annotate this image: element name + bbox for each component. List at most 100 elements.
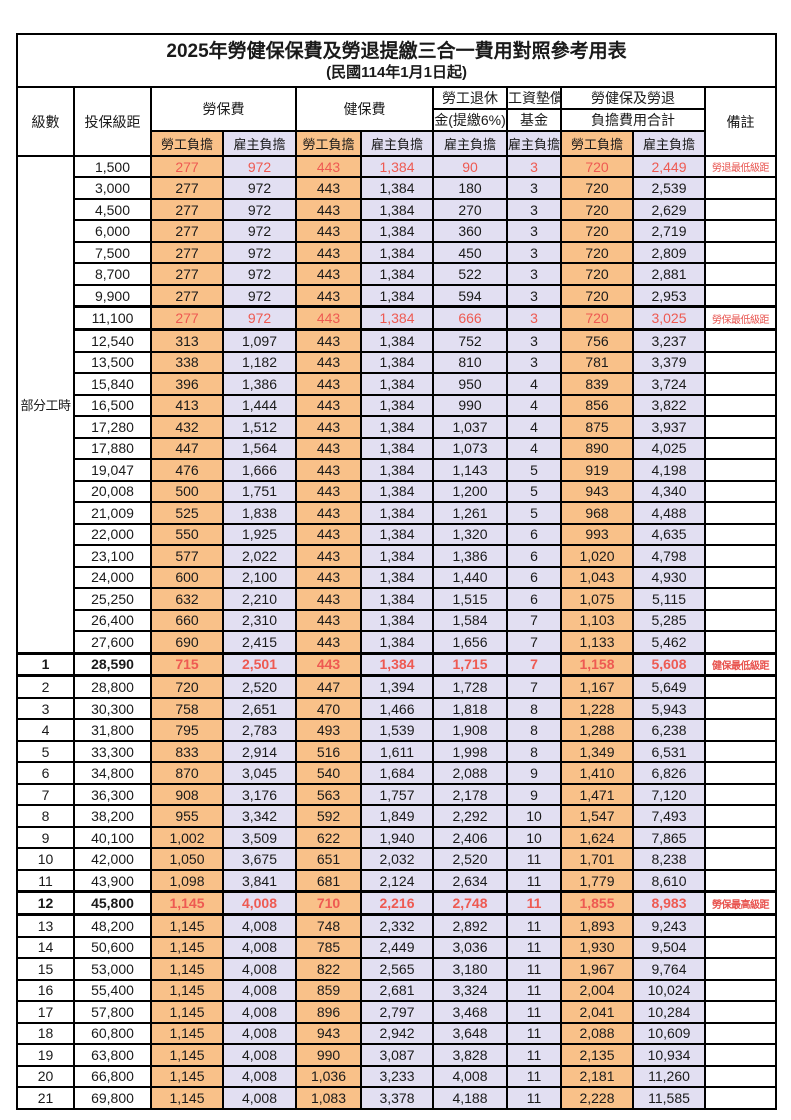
cell-wage-fund-employer: 10: [506, 804, 562, 828]
cell-pension-employer: 270: [432, 197, 508, 222]
cell-total-employee: 1,158: [560, 651, 634, 678]
table-row: 10 42,000 1,050 3,675 651 2,032 2,520 11 1,701 8,…: [16, 847, 778, 871]
cell-salary-bracket: 17,880: [73, 436, 152, 461]
cell-pension-employer: 1,073: [432, 436, 508, 461]
cell-total-employee: 720: [560, 305, 634, 332]
cell-total-employee: 720: [560, 176, 634, 200]
table-row: 17,880 447 1,564 443 1,384 1,073 4 890 4,025: [17, 436, 778, 461]
cell-labor-employee: 1,145: [150, 913, 224, 938]
cell-health-employer: 2,449: [360, 935, 434, 960]
table-row: 21 69,800 1,145 4,008 1,083 3,378 4,188 11 2,228…: [16, 1086, 778, 1110]
cell-note: [703, 957, 778, 981]
header-total-line1: 勞健保及勞退: [560, 86, 706, 110]
cell-pension-employer: 594: [432, 283, 508, 308]
cell-salary-bracket: 27,600: [73, 630, 152, 655]
cell-note: [703, 458, 778, 482]
cell-total-employee: 1,624: [560, 825, 634, 850]
cell-total-employer: 4,025: [632, 436, 706, 461]
cell-labor-employee: 1,145: [150, 978, 224, 1003]
cell-total-employer: 4,798: [632, 544, 706, 568]
cell-health-employer: 1,384: [360, 501, 434, 525]
cell-salary-bracket: 9,900: [73, 283, 152, 308]
cell-wage-fund-employer: 11: [506, 1000, 562, 1024]
cell-pension-employer: 2,634: [432, 868, 508, 893]
cell-total-employer: 3,237: [632, 328, 706, 353]
cell-total-employer: 9,243: [632, 913, 706, 938]
table-row: 2 28,800 720 2,520 447 1,394 1,728 7 1,167 5,649: [16, 674, 778, 699]
cell-pension-employer: 1,143: [432, 458, 508, 482]
cell-health-employer: 1,384: [360, 630, 434, 655]
cell-labor-employee: 758: [150, 696, 224, 721]
cell-total-employer: 4,930: [632, 565, 706, 590]
table-row: 8 38,200 955 3,342 592 1,849 2,292 10 1,547 7,493: [16, 804, 778, 828]
cell-note: [703, 1000, 778, 1024]
cell-total-employer: 7,865: [632, 825, 706, 850]
cell-total-employee: 2,135: [560, 1043, 634, 1067]
cell-health-employer: 1,384: [360, 197, 434, 222]
cell-health-employee: 443: [295, 219, 362, 243]
table-row: 12,540 313 1,097 443 1,384 752 3 756 3,237: [17, 328, 778, 353]
cell-labor-employee: 720: [150, 674, 224, 699]
cell-salary-bracket: 48,200: [73, 913, 152, 938]
cell-labor-employer: 972: [222, 240, 297, 265]
cell-wage-fund-employer: 11: [506, 1086, 562, 1110]
cell-note: [703, 501, 778, 525]
table-row: 13,500 338 1,182 443 1,384 810 3 781 3,379: [17, 350, 778, 375]
cell-labor-employee: 1,145: [150, 890, 224, 917]
cell-total-employee: 943: [560, 479, 634, 504]
cell-labor-employer: 4,008: [222, 1086, 297, 1110]
cell-total-employer: 5,285: [632, 608, 706, 633]
cell-total-employer: 2,719: [632, 219, 706, 243]
cell-labor-employee: 870: [150, 761, 224, 785]
cell-total-employer: 6,238: [632, 718, 706, 742]
cell-wage-fund-employer: 9: [506, 761, 562, 785]
cell-pension-employer: 950: [432, 372, 508, 396]
cell-health-employee: 443: [295, 501, 362, 525]
cell-note: [703, 804, 778, 828]
cell-health-employee: 443: [295, 479, 362, 504]
cell-salary-bracket: 24,000: [73, 565, 152, 590]
cell-labor-employer: 3,675: [222, 847, 297, 871]
table-row: 25,250 632 2,210 443 1,384 1,515 6 1,075 5,115: [17, 587, 778, 611]
cell-total-employer: 10,024: [632, 978, 706, 1003]
cell-health-employer: 1,384: [360, 393, 434, 418]
table-row: 26,400 660 2,310 443 1,384 1,584 7 1,103 5,285: [17, 608, 778, 633]
cell-health-employee: 443: [295, 262, 362, 286]
cell-health-employer: 2,797: [360, 1000, 434, 1024]
cell-total-employer: 4,635: [632, 522, 706, 547]
cell-note: [703, 565, 778, 590]
cell-health-employer: 1,384: [360, 328, 434, 353]
cell-salary-bracket: 28,590: [73, 651, 152, 678]
cell-wage-fund-employer: 9: [506, 782, 562, 807]
cell-salary-bracket: 16,500: [73, 393, 152, 418]
cell-wage-fund-employer: 7: [506, 674, 562, 699]
cell-total-employee: 2,004: [560, 978, 634, 1003]
cell-health-employee: 748: [295, 913, 362, 938]
cell-salary-bracket: 26,400: [73, 608, 152, 633]
cell-labor-employer: 2,415: [222, 630, 297, 655]
cell-health-employer: 1,849: [360, 804, 434, 828]
table-row: 11,100 277 972 443 1,384 666 3 720 3,025 勞保最低級距: [17, 305, 778, 332]
cell-wage-fund-employer: 8: [506, 718, 562, 742]
cell-health-employer: 1,384: [360, 176, 434, 200]
cell-pension-employer: 4,188: [432, 1086, 508, 1110]
cell-note: 健保最低級距: [703, 651, 778, 678]
cell-level: 13: [16, 913, 75, 938]
cell-labor-employee: 577: [150, 544, 224, 568]
header-health-insurance: 健保費: [295, 86, 434, 132]
cell-pension-employer: 2,178: [432, 782, 508, 807]
cell-level: 8: [16, 804, 75, 828]
cell-total-employer: 4,340: [632, 479, 706, 504]
cell-labor-employer: 2,022: [222, 544, 297, 568]
cell-total-employee: 1,547: [560, 804, 634, 828]
cell-salary-bracket: 13,500: [73, 350, 152, 375]
cell-labor-employee: 690: [150, 630, 224, 655]
cell-salary-bracket: 6,000: [73, 219, 152, 243]
cell-wage-fund-employer: 11: [506, 1064, 562, 1089]
cell-salary-bracket: 19,047: [73, 458, 152, 482]
cell-labor-employer: 4,008: [222, 1000, 297, 1024]
cell-total-employer: 3,937: [632, 415, 706, 439]
table-row: 3,000 277 972 443 1,384 180 3 720 2,539: [17, 176, 778, 200]
cell-level: 1: [16, 651, 75, 678]
cell-note: [703, 415, 778, 439]
